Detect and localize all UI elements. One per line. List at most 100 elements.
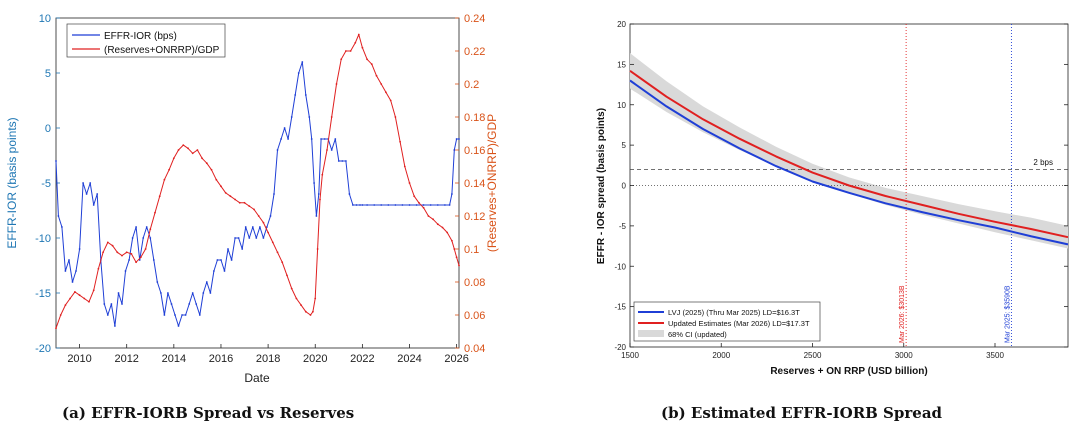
chart-b-vline-label-mar2025: Mar 2025: $3590B (1004, 285, 1011, 343)
chart-a-xtick-label: 2024 (397, 353, 421, 365)
chart-a-point-effr-ior (191, 292, 194, 294)
chart-a-point-effr-ior (380, 204, 383, 206)
chart-a-point-effr-ior (184, 314, 187, 316)
chart-a-y2tick-label: 0.04 (464, 343, 485, 355)
chart-a-ylabel: EFFR-IOR (basis points) (5, 117, 19, 248)
chart-b-legend-label-2: 68% CI (updated) (668, 330, 727, 339)
chart-a-point-effr-ior (174, 314, 176, 316)
chart-a-point-reserves-gdp (286, 274, 288, 277)
chart-a-legend: EFFR-IOR (bps) (Reserves+ONRRP)/GDP (66, 23, 226, 58)
chart-a-point-effr-ior (283, 127, 286, 129)
chart-a-y2tick-label: 0.16 (464, 145, 485, 157)
chart-a-point-reserves-gdp (116, 251, 119, 254)
chart-a-point-effr-ior (330, 149, 333, 151)
chart-a-point-effr-ior (301, 61, 304, 63)
chart-a-point-reserves-gdp (394, 116, 397, 118)
chart-a-ytick-label: 0 (45, 123, 51, 135)
chart-a-point-reserves-gdp (74, 291, 76, 293)
chart-a-y2tick-label: 0.1 (464, 244, 479, 256)
chart-a-point-reserves-gdp (125, 251, 128, 254)
chart-a-point-reserves-gdp (135, 261, 138, 264)
chart-b-legend: LVJ (2025) (Thru Mar 2025) LD=$16.3T Upd… (633, 301, 821, 342)
chart-a-point-reserves-gdp (243, 201, 246, 204)
chart-a-point-reserves-gdp (220, 185, 222, 188)
chart-a-legend-label-1: (Reserves+ONRRP)/GDP (104, 45, 220, 56)
chart-a-point-effr-ior (135, 226, 138, 228)
chart-b-ytick-label: 15 (617, 60, 626, 69)
chart-a-point-effr-ior (453, 149, 456, 151)
chart-a-point-reserves-gdp (201, 157, 204, 160)
chart-a-point-effr-ior (415, 204, 418, 206)
chart-b-series-lvj (629, 79, 1069, 246)
chart-a-ytick-label: -15 (35, 288, 51, 300)
chart-a-ytick-label: -5 (41, 178, 51, 190)
chart-a-point-reserves-gdp (357, 33, 360, 36)
chart-a-point-effr-ior (223, 270, 226, 272)
chart-a-point-reserves-gdp (413, 195, 416, 198)
chart-a-point-effr-ior (408, 204, 411, 206)
chart-a-point-effr-ior (359, 204, 361, 206)
chart-b-xtick-label: 2500 (804, 351, 822, 360)
chart-a-point-reserves-gdp (453, 248, 456, 250)
chart-b-ytick-label: 0 (622, 182, 627, 191)
chart-a-point-reserves-gdp (321, 173, 324, 176)
chart-a-point-effr-ior (160, 292, 162, 294)
chart-b-xlabel: Reserves + ON RRP (USD billion) (770, 366, 927, 377)
chart-b-ci-band (630, 53, 1068, 249)
chart-a-point-reserves-gdp (191, 152, 194, 155)
chart-a-x-ticks: 2010 2012 2014 2016 2018 2020 2022 2024 2026 (67, 344, 469, 365)
chart-a-point-reserves-gdp (432, 218, 434, 221)
chart-a-point-effr-ior (259, 226, 261, 228)
chart-a-series-effr-ior (55, 61, 459, 327)
chart-a-point-reserves-gdp (92, 289, 95, 292)
chart-a-point-effr-ior (142, 237, 145, 239)
chart-b-ytick-label: -20 (614, 343, 626, 352)
chart-a-point-effr-ior (68, 259, 70, 261)
chart-a-lines (55, 33, 460, 330)
chart-a-ytick-label: 10 (39, 13, 51, 25)
chart-a-y2tick-label: 0.2 (464, 79, 479, 91)
chart-a-point-effr-ior (131, 237, 134, 239)
chart-b-ytick-label: -10 (614, 262, 626, 271)
chart-a: 2010 2012 2014 2016 2018 2020 2022 2024 2026 -20… (5, 13, 499, 385)
chart-a-point-effr-ior (323, 138, 326, 140)
chart-a-point-reserves-gdp (458, 264, 460, 267)
chart-a-point-effr-ior (290, 116, 293, 118)
chart-a-point-reserves-gdp (187, 147, 189, 150)
chart-a-point-reserves-gdp (361, 46, 364, 49)
chart-a-point-effr-ior (216, 259, 219, 261)
chart-a-point-effr-ior (78, 248, 81, 250)
chart-a-point-reserves-gdp (262, 221, 265, 224)
chart-a-point-reserves-gdp (314, 297, 317, 300)
chart-a-point-effr-ior (96, 193, 99, 195)
chart-b-xtick-label: 3000 (895, 351, 913, 360)
chart-a-point-effr-ior (75, 270, 77, 272)
chart-a-y2tick-label: 0.06 (464, 310, 485, 322)
chart-a-point-reserves-gdp (403, 165, 406, 168)
chart-a-point-effr-ior (128, 259, 131, 261)
chart-a-point-effr-ior (244, 226, 247, 228)
chart-a-point-effr-ior (334, 138, 337, 140)
chart-a-ytick-label: 5 (45, 68, 51, 80)
chart-a-point-effr-ior (429, 204, 432, 206)
chart-a-point-reserves-gdp (78, 294, 81, 297)
chart-a-legend-label-0: EFFR-IOR (bps) (104, 31, 177, 42)
chart-a-point-reserves-gdp (234, 198, 237, 201)
chart-a-point-reserves-gdp (385, 91, 387, 94)
chart-a-point-effr-ior (352, 204, 354, 206)
chart-a-point-reserves-gdp (224, 192, 227, 194)
chart-a-point-effr-ior (273, 193, 275, 195)
chart-a-point-reserves-gdp (345, 50, 347, 52)
chart-a-xlabel: Date (244, 371, 270, 385)
chart-a-point-reserves-gdp (295, 297, 298, 300)
chart-a-point-reserves-gdp (59, 314, 62, 316)
chart-a-point-effr-ior (341, 160, 344, 162)
chart-a-point-effr-ior (55, 160, 57, 162)
chart-a-point-reserves-gdp (418, 201, 420, 204)
chart-a-point-reserves-gdp (309, 314, 312, 316)
chart-a-y-ticks: -20 -15 -10 -5 0 5 10 (35, 13, 60, 355)
chart-a-point-effr-ior (230, 259, 233, 261)
chart-a-point-effr-ior (248, 237, 251, 239)
chart-a-point-reserves-gdp (340, 58, 343, 61)
